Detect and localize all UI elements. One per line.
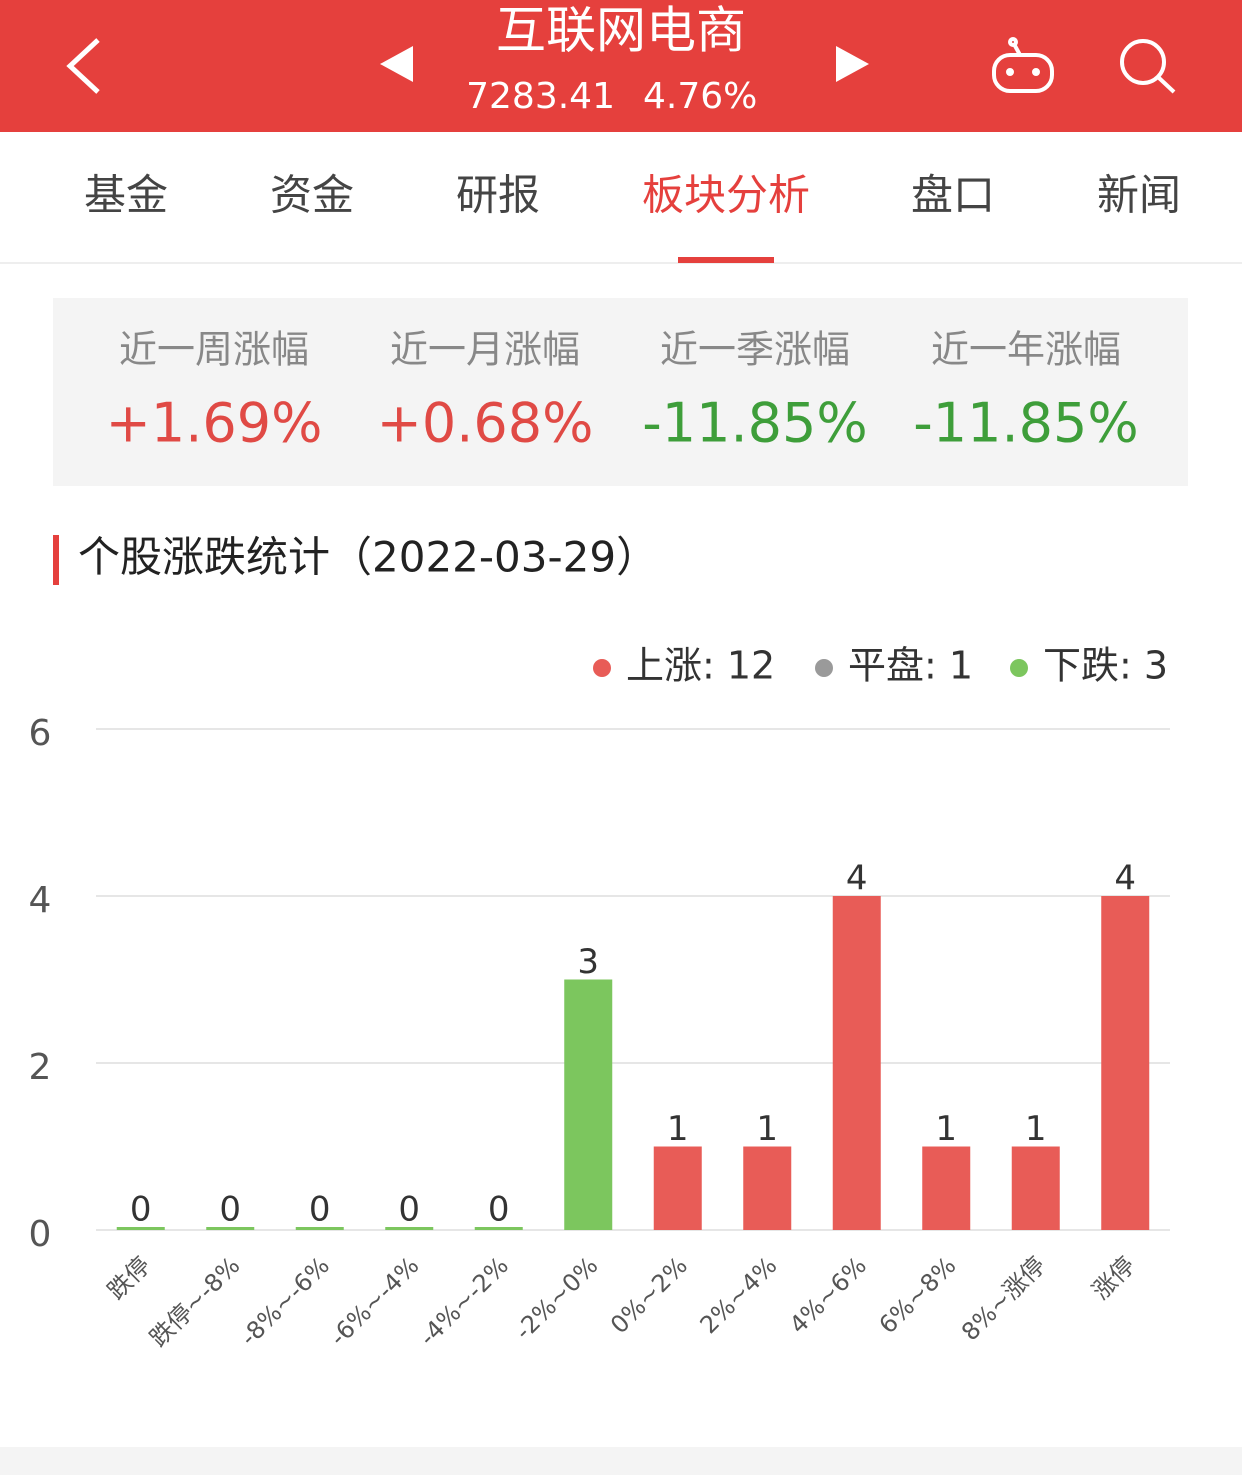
legend-label: 上涨: 12 — [626, 644, 775, 688]
bar — [1101, 896, 1150, 1230]
x-tick-label: -4%~-2% — [414, 1251, 514, 1351]
value-label: 0 — [398, 1190, 420, 1230]
bottom-strip — [0, 1447, 1242, 1475]
value-label: 1 — [1025, 1109, 1047, 1149]
value-label: 1 — [667, 1109, 689, 1149]
bar — [922, 1146, 971, 1230]
stat-label: 近一年涨幅 — [931, 328, 1121, 372]
bar — [474, 1227, 523, 1230]
x-tick-label: -6%~-4% — [324, 1251, 424, 1351]
tab[interactable]: 新闻 — [1097, 171, 1181, 220]
bar — [1011, 1146, 1060, 1230]
value-label: 0 — [488, 1190, 510, 1230]
tab[interactable]: 盘口 — [911, 171, 995, 220]
x-tick-label: -8%~-6% — [235, 1251, 335, 1351]
tab[interactable]: 研报 — [456, 171, 540, 220]
tab[interactable]: 资金 — [270, 171, 354, 220]
bar — [832, 896, 881, 1230]
legend-marker — [1010, 659, 1028, 677]
y-tick-label: 6 — [29, 713, 52, 754]
header-title: 互联网电商 — [496, 2, 746, 60]
bar — [743, 1146, 792, 1230]
tab[interactable]: 板块分析 — [642, 171, 810, 220]
next-button[interactable] — [836, 46, 869, 82]
x-tick-label: 4%~6% — [784, 1251, 872, 1339]
legend-label: 下跌: 3 — [1043, 644, 1168, 688]
bar — [295, 1227, 344, 1230]
bar — [385, 1227, 434, 1230]
section-marker — [53, 535, 59, 585]
stats-box — [53, 298, 1188, 486]
value-label: 0 — [309, 1190, 331, 1230]
bar — [206, 1227, 255, 1230]
value-label: 3 — [577, 942, 599, 982]
y-tick-label: 2 — [29, 1047, 52, 1088]
stat-label: 近一季涨幅 — [660, 328, 850, 372]
stat-value: -11.85% — [642, 392, 867, 455]
value-label: 4 — [846, 859, 868, 899]
stat-value: +1.69% — [106, 392, 323, 455]
y-tick-label: 0 — [29, 1214, 52, 1255]
value-label: 1 — [935, 1109, 957, 1149]
index-change: 4.76% — [643, 76, 757, 117]
x-tick-label: 6%~8% — [874, 1251, 962, 1339]
value-label: 1 — [756, 1109, 778, 1149]
x-tick-label: 跌停~-8% — [144, 1251, 245, 1352]
legend-marker — [815, 659, 833, 677]
y-tick-label: 4 — [29, 880, 52, 921]
back-button[interactable] — [66, 38, 100, 94]
bar — [564, 979, 613, 1230]
x-tick-label: 跌停 — [102, 1251, 156, 1305]
stat-label: 近一月涨幅 — [390, 328, 580, 372]
x-tick-label: -2%~0% — [509, 1251, 603, 1345]
value-label: 0 — [130, 1190, 152, 1230]
bar — [116, 1227, 165, 1230]
legend-label: 平盘: 1 — [848, 644, 973, 688]
stat-value: +0.68% — [377, 392, 594, 455]
bar — [653, 1146, 702, 1230]
value-label: 0 — [219, 1190, 241, 1230]
legend-marker — [593, 659, 611, 677]
section-title: 个股涨跌统计（2022-03-29） — [78, 533, 658, 582]
search-icon[interactable] — [1120, 39, 1176, 94]
stat-label: 近一周涨幅 — [119, 328, 309, 372]
value-label: 4 — [1114, 859, 1136, 899]
x-tick-label: 2%~4% — [695, 1251, 783, 1339]
tab[interactable]: 基金 — [84, 171, 168, 220]
x-tick-label: 8%~涨停 — [956, 1251, 1051, 1346]
index-value: 7283.41 — [466, 76, 615, 117]
x-tick-label: 涨停 — [1087, 1251, 1141, 1305]
header-bar — [0, 0, 1242, 132]
x-tick-label: 0%~2% — [605, 1251, 693, 1339]
tab-indicator — [678, 257, 774, 263]
stat-value: -11.85% — [913, 392, 1138, 455]
prev-button[interactable] — [380, 46, 413, 82]
robot-icon[interactable] — [992, 37, 1054, 93]
